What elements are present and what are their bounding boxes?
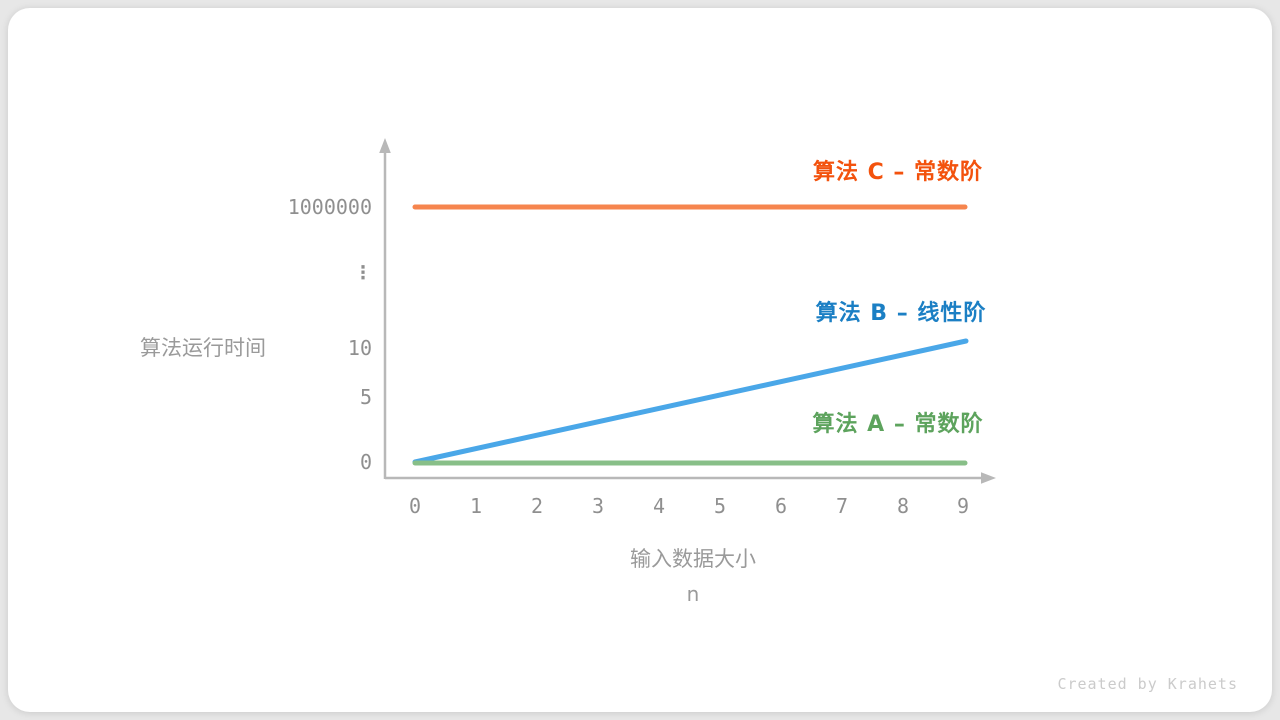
figure-card xyxy=(8,8,1272,712)
